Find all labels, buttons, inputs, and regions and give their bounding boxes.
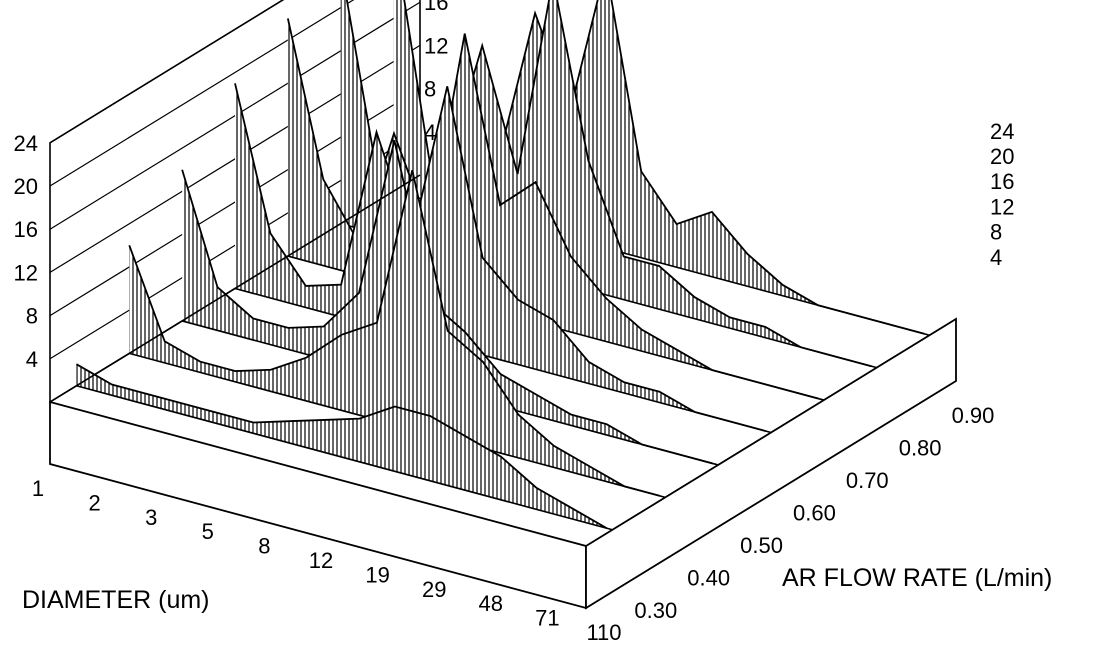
slice-profile: [181, 140, 714, 465]
series-slice: [75, 363, 640, 531]
x-axis-label: DIAMETER (um): [22, 586, 210, 614]
y-tick-label: 0.50: [740, 533, 783, 558]
z-tick-label: 12: [990, 194, 1014, 219]
x-tick-label: 8: [258, 534, 270, 559]
slice-baseline: [234, 287, 772, 434]
y-axis-label: AR FLOW RATE (L/min): [782, 564, 1052, 592]
base-left-edge: [49, 174, 421, 403]
z-tick-label: 24: [14, 131, 38, 156]
z-tick-label: 24: [990, 119, 1014, 144]
z-tick-label: 8: [26, 304, 38, 329]
z-tick-label: 16: [424, 0, 448, 15]
left-z-axis: 4 8 12 16 20 24: [14, 131, 38, 372]
x-tick-label: 2: [88, 490, 100, 515]
z-tick-label: 20: [990, 144, 1014, 169]
x-tick-label: 71: [535, 606, 559, 631]
slice-area: [235, 83, 771, 433]
z-tick-label: 4: [990, 245, 1002, 270]
slice-area: [129, 170, 666, 498]
y-tick-label: 0.40: [687, 565, 730, 590]
z-tick-label: 12: [14, 260, 38, 285]
y-tick-label: 0.60: [793, 501, 836, 526]
slice-baseline: [76, 385, 613, 531]
z-tick-label: 12: [424, 33, 448, 58]
y-tick-label: 0.30: [634, 598, 677, 623]
gridline: [49, 0, 284, 144]
y-tick-label: 0.70: [846, 468, 889, 493]
base-side-face: [585, 317, 957, 610]
x-tick-label: 48: [479, 591, 503, 616]
z-tick-label: 16: [14, 217, 38, 242]
series-slices: [75, 0, 957, 531]
y-tick-label: 0.90: [952, 403, 995, 428]
z-tick-label: 20: [14, 174, 38, 199]
z-tick-label: 4: [26, 347, 38, 372]
slice-profile: [75, 363, 608, 530]
y-axis-ticks: 0.30 0.40 0.50 0.60 0.70 0.80 0.90: [634, 403, 994, 623]
gridline: [49, 0, 355, 187]
x-tick-label: 1: [32, 476, 44, 501]
slice-profile: [234, 83, 766, 432]
x-tick-label: 29: [422, 577, 446, 602]
z-tick-label: 8: [424, 77, 436, 102]
x-tick-label: 3: [145, 505, 157, 530]
base-box: [49, 174, 957, 610]
z-tick-label: 16: [990, 169, 1014, 194]
x-tick-label: 110: [586, 620, 621, 645]
x-tick-label: 12: [309, 548, 333, 573]
z-tick-label: 8: [990, 220, 1002, 245]
x-tick-label: 5: [202, 519, 214, 544]
x-tick-label: 19: [365, 562, 389, 587]
slice-area: [393, 0, 930, 336]
slice-profile: [128, 169, 661, 497]
slice-area: [76, 364, 613, 530]
y-tick-label: 0.80: [899, 436, 942, 461]
z-tick-label: 4: [424, 120, 436, 145]
